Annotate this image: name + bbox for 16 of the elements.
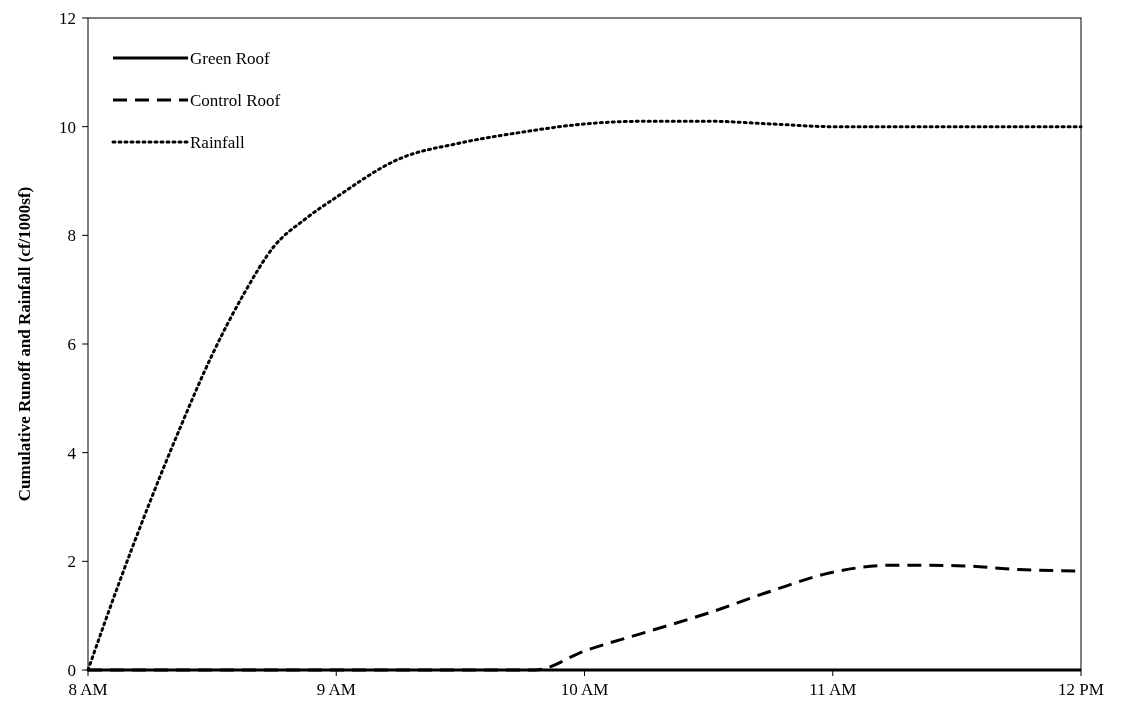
y-axis-title: Cumulative Runoff and Rainfall (cf/1000sf)	[15, 186, 34, 502]
x-tick-label: 8 AM	[68, 680, 108, 699]
legend-label: Green Roof	[190, 49, 271, 68]
y-tick-label: 8	[67, 226, 76, 246]
x-tick-label: 12 PM	[1058, 680, 1104, 699]
legend-label: Control Roof	[190, 91, 281, 110]
y-tick-label: 12	[59, 9, 76, 28]
y-tick-label: 10	[59, 117, 76, 137]
x-tick-label: 9 AM	[316, 680, 356, 699]
legend-label: Rainfall	[190, 133, 246, 152]
y-tick-label: 6	[67, 335, 76, 354]
y-tick-label: 2	[67, 552, 76, 572]
y-tick-label: 0	[67, 661, 76, 680]
x-tick-label: 11 AM	[809, 680, 857, 699]
x-tick-label: 10 AM	[560, 680, 609, 699]
y-tick-label: 4	[67, 443, 77, 463]
